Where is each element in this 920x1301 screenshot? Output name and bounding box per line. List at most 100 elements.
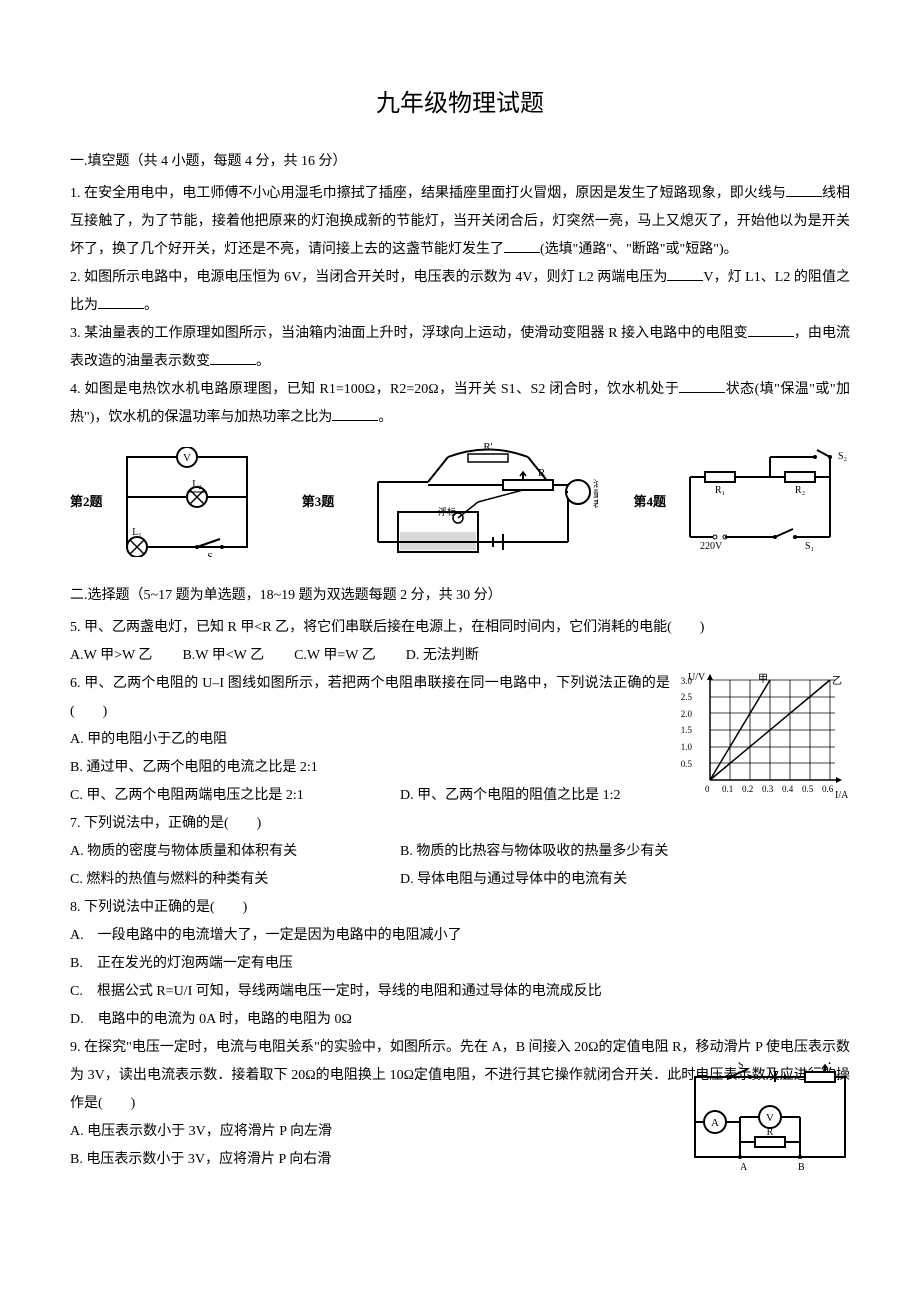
svg-text:R': R' bbox=[484, 442, 493, 453]
svg-text:浮标: 浮标 bbox=[438, 506, 456, 517]
svg-text:0.6: 0.6 bbox=[822, 784, 834, 794]
svg-text:2.5: 2.5 bbox=[681, 692, 693, 702]
svg-text:0.3: 0.3 bbox=[762, 784, 774, 794]
q6-opt-a: A. 甲的电阻小于乙的电阻 bbox=[70, 726, 370, 754]
section2-head: 二.选择题（5~17 题为单选题，18~19 题为双选题每题 2 分，共 30 … bbox=[70, 582, 850, 610]
svg-text:A: A bbox=[711, 1117, 719, 1129]
circuit-q3-icon: R' R 油 量 表 浮标 bbox=[338, 442, 598, 562]
svg-text:220V: 220V bbox=[700, 541, 723, 552]
svg-text:R: R bbox=[538, 467, 546, 479]
q2-p3: 。 bbox=[144, 298, 158, 313]
q6-opt-c: C. 甲、乙两个电阻两端电压之比是 2:1 bbox=[70, 782, 370, 810]
section1-head: 一.填空题（共 4 小题，每题 4 分，共 16 分） bbox=[70, 148, 850, 176]
svg-text:R: R bbox=[767, 1127, 774, 1138]
q2-blank1 bbox=[667, 267, 703, 281]
q7-text: 下列说法中，正确的是( ) bbox=[84, 816, 261, 831]
q1-blank2 bbox=[504, 239, 540, 253]
svg-text:0.5: 0.5 bbox=[802, 784, 814, 794]
svg-text:乙: 乙 bbox=[832, 675, 842, 687]
q5-text: 甲、乙两盏电灯，已知 R 甲<R 乙，将它们串联后接在电源上，在相同时间内，它们… bbox=[84, 620, 704, 635]
q1-blank1 bbox=[786, 183, 822, 197]
q3-blank1 bbox=[748, 323, 794, 337]
q7-opt-b: B. 物质的比热容与物体吸收的热量多少有关 bbox=[400, 838, 668, 866]
q7-opt-d: D. 导体电阻与通过导体中的电流有关 bbox=[400, 866, 627, 894]
q5-num: 5. bbox=[70, 620, 81, 635]
svg-text:S₂: S₂ bbox=[838, 451, 847, 462]
q6-num: 6. bbox=[70, 676, 81, 691]
q8-num: 8. bbox=[70, 900, 81, 915]
q5-opt-b: B.W 甲<W 乙 bbox=[182, 642, 264, 670]
q2-blank2 bbox=[98, 295, 144, 309]
svg-text:P: P bbox=[828, 1062, 834, 1067]
q4-p1: 如图是电热饮水机电路原理图，已知 R1=100Ω，R2=20Ω，当开关 S1、S… bbox=[84, 382, 679, 397]
q1-p3: (选填"通路"、"断路"或"短路")。 bbox=[540, 242, 738, 257]
svg-text:A: A bbox=[740, 1162, 748, 1172]
question-1: 1. 在安全用电中，电工师傅不小心用湿毛巾擦拭了插座，结果插座里面打火冒烟，原因… bbox=[70, 180, 850, 264]
q8-opt-d: D. 电路中的电流为 0A 时，电路的电阻为 0Ω bbox=[70, 1006, 850, 1034]
svg-text:S₁: S₁ bbox=[805, 541, 814, 552]
svg-text:表: 表 bbox=[593, 498, 598, 509]
q3-blank2 bbox=[210, 351, 256, 365]
svg-text:2.0: 2.0 bbox=[681, 709, 693, 719]
q1-p1: 在安全用电中，电工师傅不小心用湿毛巾擦拭了插座，结果插座里面打火冒烟，原因是发生… bbox=[84, 186, 786, 201]
q4-num: 4. bbox=[70, 382, 81, 397]
q5-opt-a: A.W 甲>W 乙 bbox=[70, 642, 152, 670]
q5-opt-c: C.W 甲=W 乙 bbox=[294, 642, 376, 670]
fig3-block: 第3题 R' R 油 量 表 浮标 bbox=[302, 442, 599, 562]
svg-text:0.4: 0.4 bbox=[782, 784, 794, 794]
page-title: 九年级物理试题 bbox=[70, 80, 850, 128]
q9-num: 9. bbox=[70, 1040, 81, 1055]
svg-text:甲: 甲 bbox=[758, 674, 768, 685]
q4-blank1 bbox=[679, 379, 725, 393]
svg-text:L₂: L₂ bbox=[192, 479, 202, 490]
fig2-block: 第2题 V L₂ L₁ S bbox=[70, 447, 267, 557]
circuit-q4-icon: S₂ R₁ R₂ 220V S₁ bbox=[670, 447, 850, 557]
q9-circuit: S P A V R A B bbox=[680, 1062, 860, 1172]
fig2-label: 第2题 bbox=[70, 489, 103, 515]
q8-text: 下列说法中正确的是( ) bbox=[84, 900, 247, 915]
svg-text:R₁: R₁ bbox=[715, 485, 725, 496]
svg-text:0.5: 0.5 bbox=[681, 759, 693, 769]
question-5: 5. 甲、乙两盏电灯，已知 R 甲<R 乙，将它们串联后接在电源上，在相同时间内… bbox=[70, 614, 850, 670]
fig3-label: 第3题 bbox=[302, 489, 335, 515]
question-9: 9. 在探究"电压一定时，电流与电阻关系"的实验中，如图所示。先在 A，B 间接… bbox=[70, 1034, 850, 1174]
q6-text: 甲、乙两个电阻的 U–I 图线如图所示，若把两个电阻串联接在同一电路中，下列说法… bbox=[70, 676, 670, 719]
svg-text:0.2: 0.2 bbox=[742, 784, 753, 794]
question-7: 7. 下列说法中，正确的是( ) A. 物质的密度与物体质量和体积有关 B. 物… bbox=[70, 810, 850, 894]
q8-opt-a: A. 一段电路中的电流增大了，一定是因为电路中的电阻减小了 bbox=[70, 922, 850, 950]
q3-p3: 。 bbox=[256, 354, 270, 369]
svg-text:0.1: 0.1 bbox=[722, 784, 733, 794]
q1-num: 1. bbox=[70, 186, 81, 201]
q6-opt-d: D. 甲、乙两个电阻的阻值之比是 1:2 bbox=[400, 782, 621, 810]
q8-opt-b: B. 正在发光的灯泡两端一定有电压 bbox=[70, 950, 850, 978]
svg-text:R₂: R₂ bbox=[795, 485, 805, 496]
fig4-label: 第4题 bbox=[633, 489, 666, 515]
svg-text:V: V bbox=[766, 1112, 774, 1124]
fig4-block: 第4题 S₂ R₁ R₂ 220V S₁ bbox=[633, 447, 850, 557]
svg-text:1.0: 1.0 bbox=[681, 742, 693, 752]
q3-num: 3. bbox=[70, 326, 81, 341]
svg-text:量: 量 bbox=[593, 489, 598, 499]
svg-text:L₁: L₁ bbox=[132, 527, 142, 538]
q4-blank2 bbox=[332, 407, 378, 421]
q2-num: 2. bbox=[70, 270, 81, 285]
figures-row: 第2题 V L₂ L₁ S 第3题 R' bbox=[70, 442, 850, 562]
q8-opt-c: C. 根据公式 R=U/I 可知，导线两端电压一定时，导线的电阻和通过导体的电流… bbox=[70, 978, 850, 1006]
q6-opt-b: B. 通过甲、乙两个电阻的电流之比是 2:1 bbox=[70, 754, 318, 782]
q6-chart: 甲 乙 U/V 3.0 2.5 2.0 1.5 1.0 0.5 0 0.1 0.… bbox=[680, 670, 850, 800]
question-8: 8. 下列说法中正确的是( ) A. 一段电路中的电流增大了，一定是因为电路中的… bbox=[70, 894, 850, 1034]
q2-p1: 如图所示电路中，电源电压恒为 6V，当闭合开关时，电压表的示数为 4V，则灯 L… bbox=[84, 270, 667, 285]
svg-text:S: S bbox=[738, 1062, 744, 1071]
svg-text:I/A: I/A bbox=[835, 790, 849, 800]
question-2: 2. 如图所示电路中，电源电压恒为 6V，当闭合开关时，电压表的示数为 4V，则… bbox=[70, 264, 850, 320]
q7-num: 7. bbox=[70, 816, 81, 831]
q3-p1: 某油量表的工作原理如图所示，当油箱内油面上升时，浮球向上运动，使滑动变阻器 R … bbox=[84, 326, 748, 341]
svg-text:3.0: 3.0 bbox=[681, 676, 693, 686]
question-3: 3. 某油量表的工作原理如图所示，当油箱内油面上升时，浮球向上运动，使滑动变阻器… bbox=[70, 320, 850, 376]
q7-opt-c: C. 燃料的热值与燃料的种类有关 bbox=[70, 866, 370, 894]
question-4: 4. 如图是电热饮水机电路原理图，已知 R1=100Ω，R2=20Ω，当开关 S… bbox=[70, 376, 850, 432]
circuit-q9-icon: S P A V R A B bbox=[680, 1062, 860, 1172]
ui-chart-icon: 甲 乙 U/V 3.0 2.5 2.0 1.5 1.0 0.5 0 0.1 0.… bbox=[680, 670, 850, 800]
q4-p3: 。 bbox=[378, 410, 392, 425]
circuit-q2-icon: V L₂ L₁ S bbox=[107, 447, 267, 557]
